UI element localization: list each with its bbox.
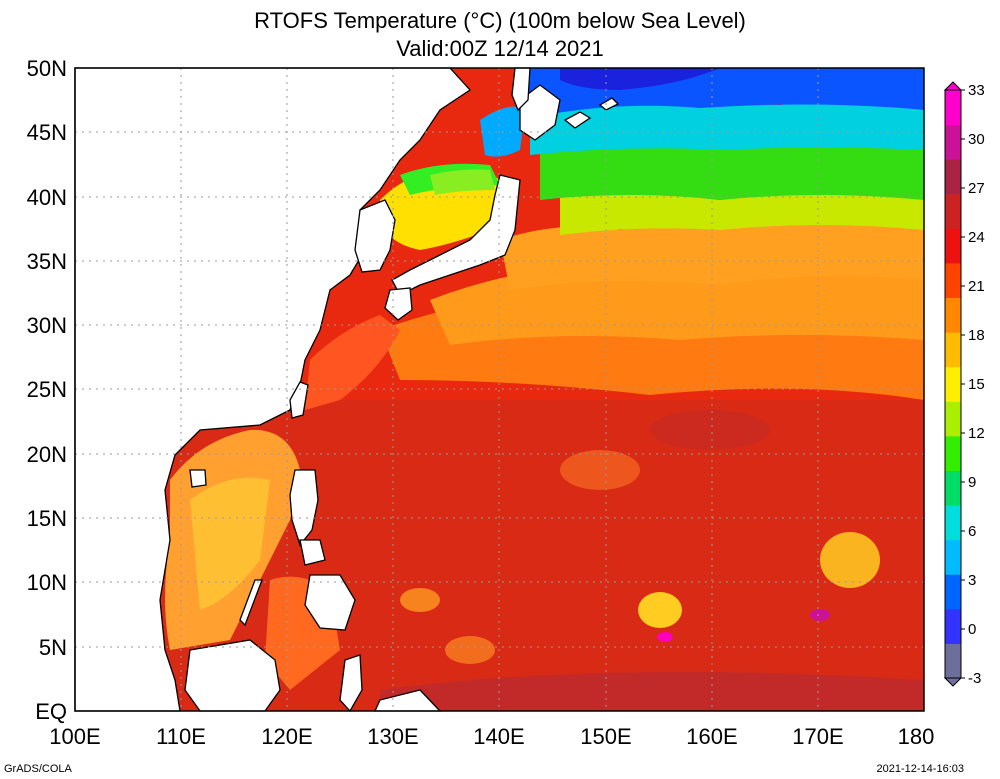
colorbar-segment — [945, 228, 961, 264]
lat-tick-5n: 5N — [39, 635, 67, 660]
map-frame — [74, 67, 925, 712]
colorbar-segment — [945, 90, 961, 126]
colorbar-segment — [945, 332, 961, 368]
lat-tick-30n: 30N — [27, 313, 67, 338]
lon-tick-140e: 140E — [473, 724, 524, 749]
lat-tick-50n: 50N — [27, 56, 67, 81]
lon-tick-160e: 160E — [686, 724, 737, 749]
graticule — [75, 68, 924, 711]
colorbar-tick-label: 18 — [968, 327, 985, 344]
colorbar-bottom-arrow — [943, 677, 963, 687]
lat-tick-20n: 20N — [27, 442, 67, 467]
colorbar-top-arrow — [943, 81, 963, 91]
colorbar-segments — [945, 90, 961, 679]
lon-tick-100e: 100E — [49, 724, 100, 749]
colorbar-segment — [945, 608, 961, 644]
colorbar-tick-label: 15 — [968, 376, 985, 393]
colorbar-tick-label: 6 — [968, 523, 976, 540]
colorbar-segment — [945, 574, 961, 610]
map-title: RTOFS Temperature (°C) (100m below Sea L… — [254, 8, 746, 33]
colorbar-tick-label: 24 — [968, 229, 985, 246]
colorbar-segment — [945, 262, 961, 299]
colorbar-tick-label: 0 — [968, 621, 976, 638]
colorbar-tick-label: 30 — [968, 131, 985, 148]
colorbar-segment — [945, 435, 961, 471]
colorbar-segment — [945, 643, 961, 679]
lon-tick-150e: 150E — [580, 724, 631, 749]
colorbar-segment — [945, 505, 961, 541]
colorbar-segment — [945, 539, 961, 575]
colorbar-segment — [945, 470, 961, 506]
colorbar-segment — [945, 193, 961, 229]
map-valid-time: Valid:00Z 12/14 2021 — [396, 36, 604, 61]
lon-tick-130e: 130E — [367, 724, 418, 749]
lat-tick-10n: 10N — [27, 570, 67, 595]
colorbar-tick-label: 27 — [968, 180, 985, 197]
colorbar-tick-label: 21 — [968, 278, 985, 295]
colorbar-segment — [945, 297, 961, 333]
longitude-axis: 100E 110E 120E 130E 140E 150E 160E 170E … — [49, 724, 934, 749]
colorbar-segment — [945, 401, 961, 437]
lat-tick-40n: 40N — [27, 185, 67, 210]
colorbar-tick-label: -3 — [968, 670, 981, 687]
colorbar-segment — [945, 124, 961, 160]
colorbar-tick-label: 33 — [968, 82, 985, 99]
lon-tick-170e: 170E — [792, 724, 843, 749]
lon-tick-180: 180 — [898, 724, 935, 749]
latitude-axis: 50N 45N 40N 35N 30N 25N 20N 15N 10N 5N E… — [27, 56, 67, 724]
colorbar-segment — [945, 366, 961, 402]
colorbar-tick-label: 9 — [968, 474, 976, 491]
lat-tick-eq: EQ — [35, 699, 67, 724]
colorbar-tick-label: 12 — [968, 425, 985, 442]
lon-tick-110e: 110E — [156, 724, 206, 749]
lat-tick-45n: 45N — [27, 120, 67, 145]
timestamp-label: 2021-12-14-16:03 — [876, 763, 964, 775]
lon-tick-120e: 120E — [261, 724, 312, 749]
credit-label: GrADS/COLA — [4, 763, 72, 775]
colorbar-segment — [945, 159, 961, 195]
colorbar-tick-label: 3 — [968, 572, 976, 589]
lat-tick-35n: 35N — [27, 249, 67, 274]
lat-tick-15n: 15N — [27, 506, 67, 531]
lat-tick-25n: 25N — [27, 377, 67, 402]
